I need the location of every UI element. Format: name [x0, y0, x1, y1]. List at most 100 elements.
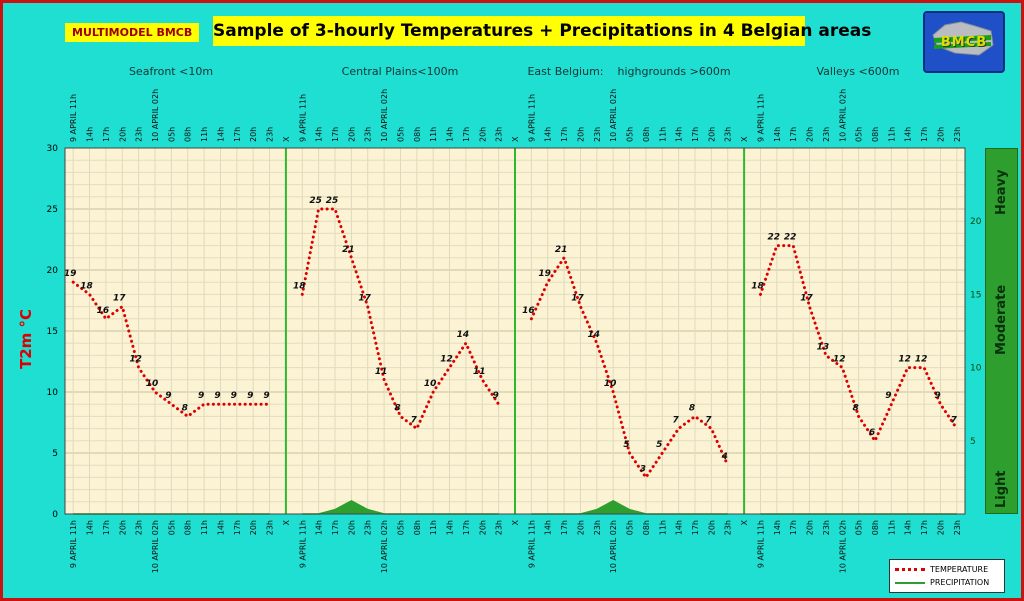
- svg-text:X: X: [282, 519, 291, 525]
- svg-text:23h: 23h: [953, 127, 962, 142]
- svg-text:10: 10: [604, 379, 617, 389]
- svg-text:7: 7: [411, 416, 418, 426]
- svg-text:20h: 20h: [806, 520, 815, 535]
- precip-intensity-strip: [985, 148, 1018, 514]
- legend: TEMPERATURE PRECIPITATION: [889, 559, 1005, 593]
- svg-text:23h: 23h: [266, 520, 275, 535]
- logo-text: BMCB: [940, 34, 988, 50]
- svg-text:17h: 17h: [102, 127, 111, 142]
- svg-text:18: 18: [751, 281, 764, 291]
- legend-precipitation-row: PRECIPITATION: [895, 576, 999, 589]
- svg-text:5: 5: [970, 437, 976, 447]
- svg-text:11: 11: [375, 367, 388, 377]
- svg-text:25: 25: [309, 196, 322, 206]
- legend-temperature-label: TEMPERATURE: [930, 565, 989, 574]
- svg-text:23h: 23h: [822, 520, 831, 535]
- belgium-map-graphic: [925, 13, 999, 67]
- svg-text:9 APRIL 11h: 9 APRIL 11h: [298, 94, 307, 142]
- svg-text:18: 18: [80, 281, 93, 291]
- svg-text:9 APRIL 11h: 9 APRIL 11h: [757, 94, 766, 142]
- svg-text:20h: 20h: [707, 127, 716, 142]
- svg-text:20: 20: [970, 217, 982, 227]
- svg-text:9 APRIL 11h: 9 APRIL 11h: [527, 94, 536, 142]
- svg-text:20h: 20h: [478, 520, 487, 535]
- svg-text:10: 10: [970, 364, 982, 374]
- svg-text:14h: 14h: [544, 520, 553, 535]
- svg-text:X: X: [740, 136, 749, 142]
- svg-text:12: 12: [898, 355, 911, 365]
- svg-text:25: 25: [47, 205, 58, 215]
- svg-text:20h: 20h: [577, 520, 586, 535]
- svg-text:10 APRIL 02h: 10 APRIL 02h: [151, 89, 160, 142]
- svg-text:14h: 14h: [904, 520, 913, 535]
- svg-text:7: 7: [672, 416, 679, 426]
- svg-text:14h: 14h: [217, 127, 226, 142]
- svg-text:22: 22: [768, 233, 781, 243]
- svg-text:9: 9: [198, 391, 204, 401]
- svg-text:9: 9: [263, 391, 269, 401]
- svg-text:8: 8: [394, 403, 400, 413]
- svg-text:X: X: [511, 519, 520, 525]
- svg-text:14h: 14h: [904, 127, 913, 142]
- svg-text:5: 5: [656, 440, 662, 450]
- svg-text:11h: 11h: [429, 520, 438, 535]
- svg-text:14: 14: [588, 330, 601, 340]
- svg-text:3: 3: [640, 464, 646, 474]
- svg-text:14h: 14h: [86, 520, 95, 535]
- svg-text:17h: 17h: [789, 520, 798, 535]
- svg-text:10 APRIL 02h: 10 APRIL 02h: [838, 520, 847, 573]
- svg-text:22: 22: [784, 233, 797, 243]
- svg-text:05h: 05h: [626, 520, 635, 535]
- svg-text:14h: 14h: [675, 520, 684, 535]
- svg-text:20: 20: [47, 266, 59, 276]
- temperature-series-panel-3: [759, 244, 959, 444]
- svg-text:X: X: [282, 136, 291, 142]
- svg-text:14h: 14h: [86, 127, 95, 142]
- svg-text:23h: 23h: [135, 127, 144, 142]
- page-title: Sample of 3-hourly Temperatures + Precip…: [213, 16, 871, 46]
- svg-text:14h: 14h: [446, 520, 455, 535]
- svg-text:23h: 23h: [364, 520, 373, 535]
- legend-temperature-row: TEMPERATURE: [895, 563, 999, 576]
- time-labels-bottom: 9 APRIL 11h 14h 17h 20h 23h 10 APRIL 02h 05h 08…: [69, 519, 962, 573]
- svg-text:14: 14: [457, 330, 470, 340]
- svg-text:08h: 08h: [413, 520, 422, 535]
- svg-text:19: 19: [538, 269, 551, 279]
- svg-text:20h: 20h: [937, 127, 946, 142]
- svg-text:15: 15: [970, 290, 981, 300]
- svg-text:14h: 14h: [315, 127, 324, 142]
- svg-text:12: 12: [915, 355, 928, 365]
- svg-text:23h: 23h: [364, 127, 373, 142]
- svg-text:16: 16: [97, 306, 110, 316]
- svg-text:20h: 20h: [478, 127, 487, 142]
- temperature-line-sample: [895, 568, 925, 571]
- temperature-series-panel-1: [300, 207, 501, 431]
- svg-text:17h: 17h: [331, 127, 340, 142]
- svg-text:10: 10: [424, 379, 437, 389]
- svg-text:23h: 23h: [593, 520, 602, 535]
- svg-text:5: 5: [623, 440, 629, 450]
- svg-text:08h: 08h: [413, 127, 422, 142]
- svg-text:17: 17: [800, 294, 813, 304]
- svg-text:05h: 05h: [397, 127, 406, 142]
- svg-text:17: 17: [571, 294, 584, 304]
- svg-text:20h: 20h: [937, 520, 946, 535]
- svg-text:11h: 11h: [887, 520, 896, 535]
- svg-text:20h: 20h: [707, 520, 716, 535]
- chart-svg: 9 APRIL 11h 14h 17h 20h 23h 10 APRIL 02h 05h 08…: [47, 89, 982, 573]
- svg-text:08h: 08h: [871, 127, 880, 142]
- svg-text:14h: 14h: [217, 520, 226, 535]
- svg-text:17h: 17h: [560, 520, 569, 535]
- plot-border: [64, 147, 966, 515]
- svg-text:17h: 17h: [462, 127, 471, 142]
- svg-text:20h: 20h: [249, 520, 258, 535]
- svg-text:13: 13: [817, 342, 830, 352]
- svg-text:23h: 23h: [822, 127, 831, 142]
- panel-title-east-belgium: East Belgium: highgrounds >600m: [527, 65, 731, 78]
- temperature-series-panel-2: [529, 254, 730, 481]
- svg-text:10 APRIL 02h: 10 APRIL 02h: [380, 89, 389, 142]
- svg-text:23h: 23h: [953, 520, 962, 535]
- svg-text:14h: 14h: [773, 520, 782, 535]
- precipitation-line-sample: [895, 581, 925, 584]
